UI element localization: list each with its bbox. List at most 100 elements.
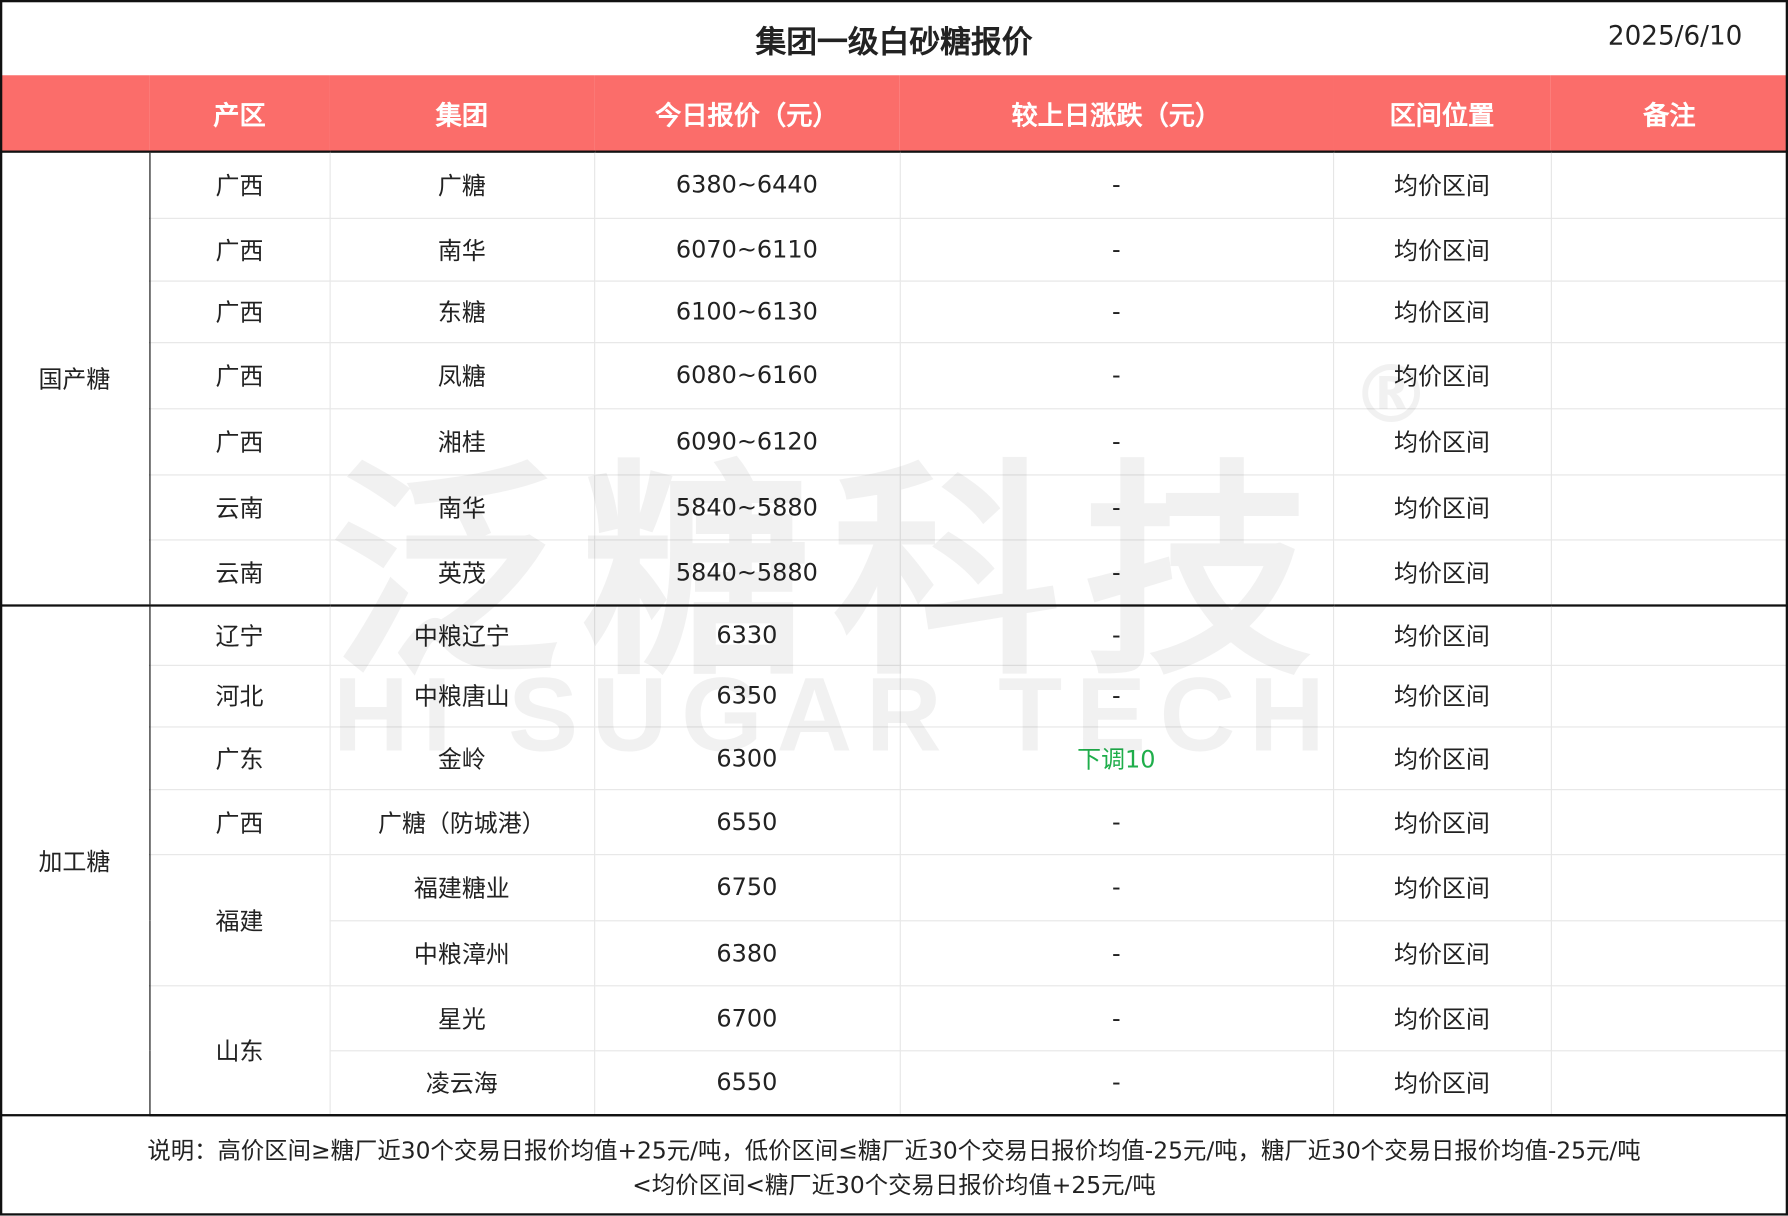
position-cell: 均价区间 (1332, 725, 1552, 790)
remark-cell (1550, 984, 1788, 1051)
explanation-note: 说明：高价区间≥糖厂近30个交易日报价均值+25元/吨，低价区间≤糖厂近30个交… (0, 1114, 1788, 1215)
remark-cell (1550, 473, 1788, 540)
group-cell: 福建糖业 (328, 853, 595, 921)
region-cell: 广西 (148, 341, 331, 409)
remark-cell (1550, 604, 1788, 666)
remark-cell (1550, 538, 1788, 607)
table-row: 广西 东糖 6100~6130- 均价区间 (0, 279, 1788, 343)
change-cell: - (899, 604, 1334, 666)
price-cell: 6550 (593, 788, 901, 855)
price-table: 产区 集团 今日报价（元） 较上日涨跌（元） 区间位置 备注 国产糖 广西 广糖 63… (0, 75, 1788, 1117)
remark-cell (1550, 919, 1788, 986)
position-cell: 均价区间 (1332, 217, 1552, 282)
change-cell: 下调10 (899, 725, 1334, 790)
price-cell: 6700 (593, 984, 901, 1051)
table-header: 产区 集团 今日报价（元） 较上日涨跌（元） 区间位置 备注 (0, 75, 1788, 153)
position-cell: 均价区间 (1332, 341, 1552, 409)
region-cell: 河北 (148, 664, 331, 727)
region-cell: 广西 (148, 407, 331, 475)
region-cell: 广东 (148, 725, 331, 790)
region-cell: 山东 (148, 984, 331, 1117)
region-cell: 广西 (148, 151, 331, 219)
change-cell: - (899, 1049, 1334, 1117)
price-cell: 6380~6440 (593, 151, 901, 219)
change-cell: - (899, 984, 1334, 1051)
table-row: 福建 福建糖业 6750- 均价区间 (0, 853, 1788, 986)
category-cell: 国产糖 (0, 151, 150, 607)
table-row: 云南 南华 5840~5880- 均价区间 (0, 473, 1788, 540)
position-cell: 均价区间 (1332, 984, 1552, 1051)
change-cell: - (899, 664, 1334, 727)
page-title: 集团一级白砂糖报价 (755, 25, 1033, 61)
region-cell: 云南 (148, 473, 331, 540)
table-row: 中粮漳州 6380- 均价区间 (0, 919, 1788, 986)
remark-cell (1550, 725, 1788, 790)
group-cell: 南华 (328, 217, 595, 282)
remark-cell (1550, 341, 1788, 409)
group-cell: 东糖 (328, 279, 595, 343)
header-region: 产区 (149, 75, 330, 153)
position-cell: 均价区间 (1332, 919, 1552, 986)
change-cell: - (899, 217, 1334, 282)
table-row: 加工糖 辽宁 中粮辽宁 6330- 均价区间 (0, 604, 1788, 1116)
price-cell: 6380 (593, 919, 901, 986)
group-cell: 广糖（防城港） (328, 788, 595, 855)
change-cell: - (899, 279, 1334, 343)
note-line-1: 说明：高价区间≥糖厂近30个交易日报价均值+25元/吨，低价区间≤糖厂近30个交… (147, 1136, 1641, 1165)
region-cell: 云南 (148, 538, 331, 607)
price-cell: 6330 (593, 604, 901, 666)
position-cell: 均价区间 (1332, 1049, 1552, 1117)
price-cell: 6090~6120 (593, 407, 901, 475)
region-cell: 广西 (148, 279, 331, 343)
change-cell: - (899, 853, 1334, 921)
region-cell: 福建 (148, 853, 331, 986)
header-change: 较上日涨跌（元） (899, 75, 1334, 153)
table-row: 山东 星光 6700- 均价区间 (0, 984, 1788, 1117)
group-cell: 中粮漳州 (328, 919, 595, 986)
group-cell: 南华 (328, 473, 595, 540)
change-cell: - (899, 919, 1334, 986)
header-price: 今日报价（元） (594, 75, 900, 153)
region-cell: 广西 (148, 217, 331, 282)
remark-cell (1550, 788, 1788, 855)
remark-cell (1550, 664, 1788, 727)
change-cell: - (899, 341, 1334, 409)
price-cell: 6550 (593, 1049, 901, 1117)
position-cell: 均价区间 (1332, 538, 1552, 607)
table-row: 凌云海 6550- 均价区间 (0, 1049, 1788, 1117)
header-position: 区间位置 (1333, 75, 1551, 153)
header-cat (0, 75, 150, 153)
table-row: 广东 金岭 6300 下调10 均价区间 (0, 725, 1788, 790)
remark-cell (1550, 853, 1788, 921)
header-remark: 备注 (1550, 75, 1788, 153)
price-cell: 5840~5880 (593, 538, 901, 607)
position-cell: 均价区间 (1332, 279, 1552, 343)
remark-cell (1550, 151, 1788, 219)
table-row: 云南 英茂 5840~5880- 均价区间 (0, 538, 1788, 607)
position-cell: 均价区间 (1332, 853, 1552, 921)
change-cell: - (899, 788, 1334, 855)
date-label: 2025/6/10 (1607, 21, 1743, 52)
region-cell: 辽宁 (148, 604, 331, 666)
group-cell: 凤糖 (328, 341, 595, 409)
position-cell: 均价区间 (1332, 473, 1552, 540)
price-cell: 6100~6130 (593, 279, 901, 343)
change-cell: - (899, 473, 1334, 540)
table-row: 广西 湘桂 6090~6120- 均价区间 (0, 407, 1788, 475)
category-cell: 加工糖 (0, 604, 150, 1116)
table-row: 河北 中粮唐山 6350- 均价区间 (0, 664, 1788, 727)
position-cell: 均价区间 (1332, 604, 1552, 666)
group-cell: 中粮辽宁 (328, 604, 595, 666)
change-cell: - (899, 538, 1334, 607)
group-cell: 金岭 (328, 725, 595, 790)
price-cell: 6300 (593, 725, 901, 790)
group-cell: 中粮唐山 (328, 664, 595, 727)
region-cell: 广西 (148, 788, 331, 855)
remark-cell (1550, 1049, 1788, 1117)
title-bar: 集团一级白砂糖报价 2025/6/10 (0, 0, 1788, 75)
header-group: 集团 (329, 75, 595, 153)
note-line-2: <均价区间<糖厂近30个交易日报价均值+25元/吨 (632, 1171, 1156, 1199)
position-cell: 均价区间 (1332, 664, 1552, 727)
